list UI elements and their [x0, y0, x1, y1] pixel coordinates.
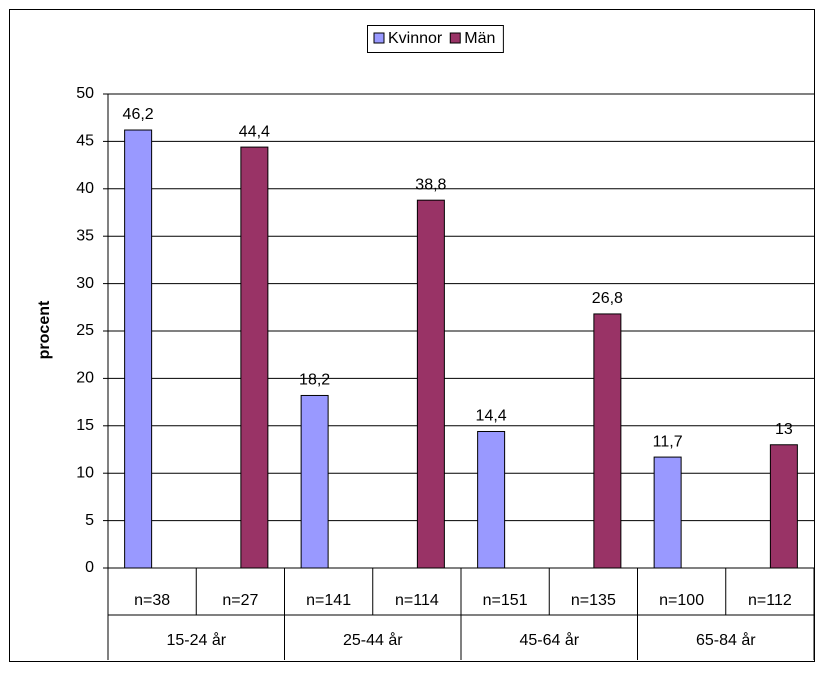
x-tick-label: n=141	[306, 592, 351, 609]
y-tick-label: 45	[76, 133, 94, 150]
group-label: 45-64 år	[519, 631, 579, 649]
y-tick-label: 35	[76, 227, 94, 244]
value-label: 26,8	[592, 290, 623, 307]
y-tick-label: 40	[76, 180, 94, 197]
group-label: 25-44 år	[343, 631, 403, 649]
bar	[124, 129, 153, 569]
x-tick-label: n=114	[395, 592, 439, 609]
y-tick-label: 50	[76, 85, 94, 102]
legend-label: Kvinnor	[388, 30, 443, 47]
x-tick-label: n=27	[222, 592, 258, 609]
bar	[593, 313, 622, 569]
legend-box	[367, 25, 504, 53]
bar	[416, 199, 445, 569]
x-tick-label: n=151	[483, 592, 528, 609]
y-tick-label: 30	[76, 275, 94, 292]
value-label: 38,8	[415, 176, 446, 193]
value-label: 46,2	[123, 106, 154, 123]
value-label: 18,2	[299, 372, 330, 389]
legend-swatch	[449, 32, 461, 44]
y-tick-label: 15	[76, 417, 94, 434]
value-label: 44,4	[239, 123, 270, 140]
group-label: 15-24 år	[166, 631, 226, 649]
group-label: 65-84 år	[696, 631, 756, 649]
value-label: 13	[775, 421, 793, 438]
x-tick-label: n=38	[134, 592, 170, 609]
y-tick-label: 0	[85, 559, 94, 576]
y-tick-label: 10	[76, 464, 94, 481]
value-label: 11,7	[653, 433, 683, 450]
legend-swatch	[373, 32, 385, 44]
y-axis-label: procent	[36, 300, 53, 359]
y-tick-label: 25	[76, 322, 94, 339]
value-label: 14,4	[476, 408, 507, 425]
bar	[653, 456, 682, 569]
x-tick-label: n=112	[748, 592, 792, 609]
y-tick-label: 20	[76, 370, 94, 387]
x-tick-label: n=100	[659, 592, 704, 609]
bar	[477, 430, 506, 569]
bar	[300, 394, 329, 569]
bar	[240, 146, 269, 569]
legend-label: Män	[464, 30, 495, 47]
x-tick-label: n=135	[571, 592, 616, 609]
y-tick-label: 5	[85, 512, 94, 529]
bar	[769, 444, 798, 569]
